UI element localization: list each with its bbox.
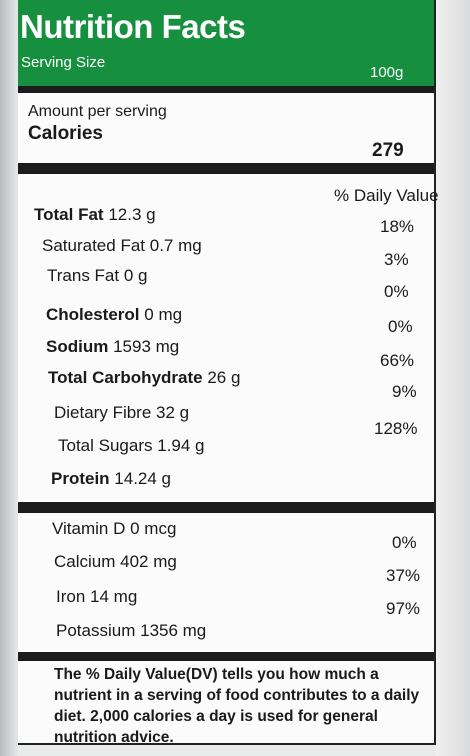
nutrient-dv: 0% xyxy=(384,282,409,301)
nutrient-row-sodium: Sodium 1593 mg 66% xyxy=(18,337,434,370)
nutrient-dv: 3% xyxy=(384,250,409,269)
nutrient-row-saturated-fat: Saturated Fat 0.7 mg 3% xyxy=(18,236,434,269)
vitamins-divider xyxy=(18,502,434,513)
amount-per-serving: Amount per serving xyxy=(28,103,167,120)
nutrient-name: Total Fat 12.3 g xyxy=(34,205,156,224)
nutrient-row-total-carbohydrate: Total Carbohydrate 26 g 9% xyxy=(18,368,434,401)
left-shadow xyxy=(0,0,18,756)
footer-divider xyxy=(18,652,434,661)
vitamin-row-potassium: Potassium 1356 mg xyxy=(18,621,434,645)
vitamin-dv: 97% xyxy=(386,599,421,618)
serving-size-label: Serving Size xyxy=(21,54,106,71)
nutrient-dv: 9% xyxy=(392,382,417,401)
vitamin-name: Vitamin D 0 mcg xyxy=(52,519,177,538)
daily-value-heading: % Daily Value xyxy=(334,186,439,205)
nutrient-row-trans-fat: Trans Fat 0 g 0% xyxy=(18,266,434,301)
nutrient-name: Cholesterol 0 mg xyxy=(46,305,183,324)
label-header: Nutrition Facts Serving Size 100g xyxy=(18,0,434,93)
nutrient-name: Sodium 1593 mg xyxy=(46,337,180,356)
nutrient-name: Total Carbohydrate 26 g xyxy=(48,368,241,387)
nutrient-dv: 128% xyxy=(374,419,418,438)
nutrient-dv: 0% xyxy=(388,317,413,336)
nutrient-name: Dietary Fibre 32 g xyxy=(54,403,190,422)
nutrient-row-total-sugars: Total Sugars 1.94 g xyxy=(18,436,434,460)
nutrient-name: Trans Fat 0 g xyxy=(47,266,148,285)
nutrient-dv: 18% xyxy=(380,217,415,236)
daily-value-footnote: The % Daily Value(DV) tells you how much… xyxy=(54,666,420,746)
vitamin-dv: 0% xyxy=(392,533,417,552)
nutrient-dv: 66% xyxy=(380,351,415,370)
vitamin-row-calcium: Calcium 402 mg 37% xyxy=(18,552,434,585)
vitamin-name: Potassium 1356 mg xyxy=(56,621,207,640)
nutrient-row-cholesterol: Cholesterol 0 mg 0% xyxy=(18,305,434,336)
nutrient-row-protein: Protein 14.24 g xyxy=(18,469,434,493)
nutrient-name: Total Sugars 1.94 g xyxy=(58,436,205,455)
nutrient-row-total-fat: Total Fat 12.3 g 18% xyxy=(18,205,434,236)
nutrient-name: Protein 14.24 g xyxy=(51,469,172,488)
nutrient-name: Saturated Fat 0.7 mg xyxy=(42,236,202,255)
label-title: Nutrition Facts xyxy=(20,8,246,45)
vitamin-name: Iron 14 mg xyxy=(56,587,138,606)
calories-label: Calories xyxy=(28,123,103,144)
vitamin-row-vitamin-d: Vitamin D 0 mcg 0% xyxy=(18,519,434,552)
vitamin-dv: 37% xyxy=(386,566,421,585)
vitamin-name: Calcium 402 mg xyxy=(54,552,177,571)
calories-divider xyxy=(18,163,434,174)
serving-size-value: 100g xyxy=(370,64,404,81)
vitamin-row-iron: Iron 14 mg 97% xyxy=(18,587,434,618)
nutrient-row-dietary-fibre: Dietary Fibre 32 g 128% xyxy=(18,403,434,438)
right-shadow xyxy=(436,0,470,756)
nutrition-label: Nutrition Facts Serving Size 100g Amount… xyxy=(18,0,439,746)
calories-value: 279 xyxy=(372,140,404,161)
